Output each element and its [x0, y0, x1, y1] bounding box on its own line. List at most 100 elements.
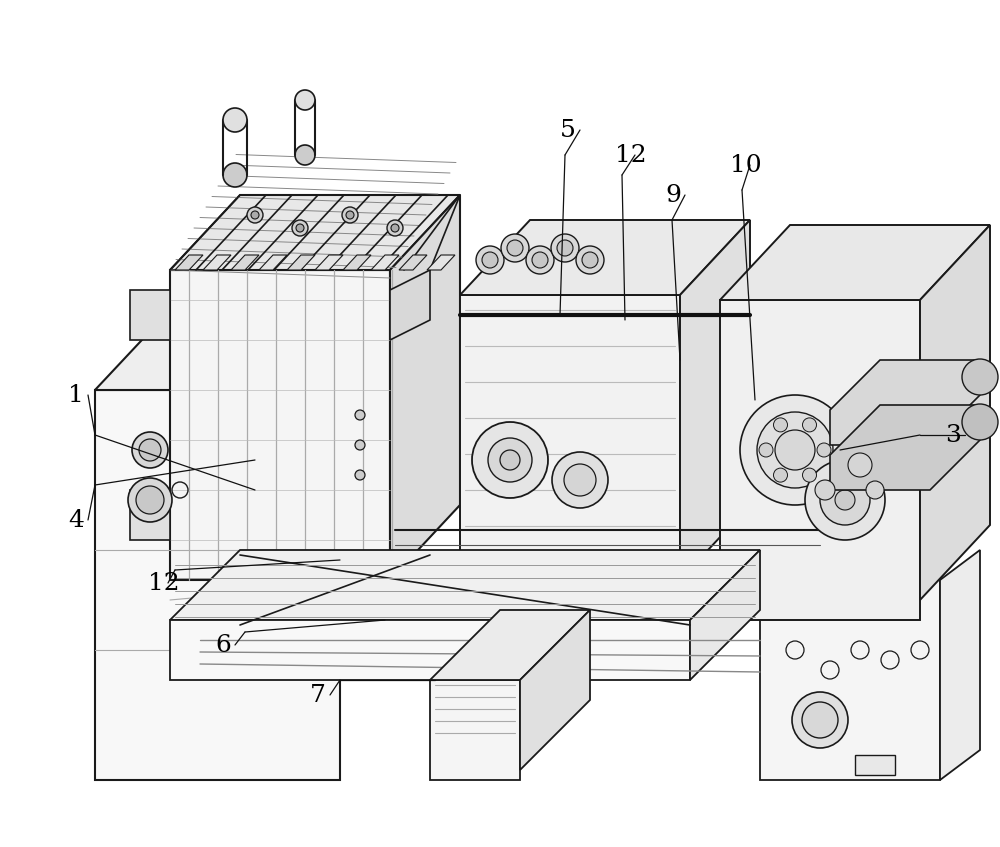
- Polygon shape: [315, 255, 343, 270]
- Circle shape: [802, 702, 838, 738]
- Polygon shape: [175, 255, 203, 270]
- Circle shape: [223, 163, 247, 187]
- Circle shape: [355, 470, 365, 480]
- Circle shape: [820, 475, 870, 525]
- Circle shape: [526, 246, 554, 274]
- Polygon shape: [430, 610, 590, 680]
- Circle shape: [774, 468, 788, 482]
- Circle shape: [472, 422, 548, 498]
- Polygon shape: [830, 405, 980, 490]
- Text: 12: 12: [615, 143, 647, 167]
- Polygon shape: [855, 755, 895, 775]
- Polygon shape: [460, 295, 680, 580]
- Text: 12: 12: [148, 572, 180, 595]
- Polygon shape: [427, 255, 455, 270]
- Text: 4: 4: [68, 508, 84, 532]
- Text: 3: 3: [945, 424, 961, 446]
- Polygon shape: [680, 220, 750, 580]
- Polygon shape: [460, 220, 750, 295]
- Polygon shape: [390, 195, 460, 580]
- Circle shape: [295, 145, 315, 165]
- Circle shape: [576, 246, 604, 274]
- Circle shape: [564, 464, 596, 496]
- Circle shape: [346, 211, 354, 219]
- Text: 9: 9: [665, 184, 681, 207]
- Circle shape: [507, 240, 523, 256]
- Circle shape: [805, 460, 885, 540]
- Circle shape: [740, 395, 850, 505]
- Polygon shape: [371, 255, 399, 270]
- Polygon shape: [760, 520, 980, 580]
- Circle shape: [532, 252, 548, 268]
- Polygon shape: [340, 310, 390, 660]
- Text: 10: 10: [730, 153, 762, 176]
- Polygon shape: [720, 300, 920, 620]
- Circle shape: [342, 207, 358, 223]
- Polygon shape: [720, 225, 990, 300]
- Polygon shape: [95, 310, 390, 390]
- Circle shape: [962, 404, 998, 440]
- Polygon shape: [203, 255, 231, 270]
- Text: 1: 1: [68, 384, 84, 407]
- Circle shape: [501, 234, 529, 262]
- Polygon shape: [390, 270, 430, 340]
- Circle shape: [802, 468, 816, 482]
- Circle shape: [488, 438, 532, 482]
- Circle shape: [868, 403, 892, 427]
- Circle shape: [387, 220, 403, 236]
- Circle shape: [962, 359, 998, 395]
- Circle shape: [139, 439, 161, 461]
- Polygon shape: [430, 680, 520, 780]
- Circle shape: [815, 480, 835, 500]
- Circle shape: [866, 481, 884, 499]
- Polygon shape: [940, 550, 980, 780]
- Polygon shape: [259, 255, 287, 270]
- Circle shape: [295, 90, 315, 110]
- Circle shape: [136, 486, 164, 514]
- Circle shape: [132, 432, 168, 468]
- Polygon shape: [130, 490, 170, 540]
- Polygon shape: [520, 610, 590, 770]
- Circle shape: [223, 108, 247, 132]
- Polygon shape: [287, 255, 315, 270]
- Circle shape: [247, 207, 263, 223]
- Polygon shape: [343, 255, 371, 270]
- Polygon shape: [130, 290, 170, 340]
- Polygon shape: [95, 120, 960, 840]
- Circle shape: [792, 692, 848, 748]
- Circle shape: [482, 252, 498, 268]
- Circle shape: [296, 224, 304, 232]
- Polygon shape: [920, 225, 990, 600]
- Circle shape: [476, 246, 504, 274]
- Circle shape: [551, 234, 579, 262]
- Circle shape: [292, 220, 308, 236]
- Circle shape: [817, 443, 831, 457]
- Circle shape: [355, 410, 365, 420]
- Circle shape: [858, 393, 902, 437]
- Polygon shape: [760, 580, 940, 780]
- Polygon shape: [690, 550, 760, 680]
- Circle shape: [582, 252, 598, 268]
- Circle shape: [251, 211, 259, 219]
- Polygon shape: [170, 550, 760, 620]
- Circle shape: [757, 412, 833, 488]
- Circle shape: [759, 443, 773, 457]
- Circle shape: [552, 452, 608, 508]
- Polygon shape: [231, 255, 259, 270]
- Circle shape: [774, 418, 788, 432]
- Polygon shape: [170, 195, 460, 270]
- Polygon shape: [95, 390, 340, 780]
- Circle shape: [391, 224, 399, 232]
- Circle shape: [128, 478, 172, 522]
- Text: 5: 5: [560, 119, 576, 141]
- Circle shape: [355, 440, 365, 450]
- Circle shape: [557, 240, 573, 256]
- Circle shape: [848, 453, 872, 477]
- Circle shape: [500, 450, 520, 470]
- Polygon shape: [170, 270, 390, 580]
- Text: 6: 6: [215, 634, 231, 656]
- Text: 7: 7: [310, 684, 326, 706]
- Circle shape: [802, 418, 816, 432]
- Polygon shape: [170, 620, 690, 680]
- Circle shape: [775, 430, 815, 470]
